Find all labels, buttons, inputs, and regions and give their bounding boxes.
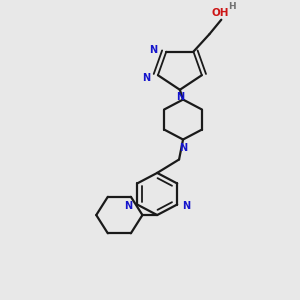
Text: N: N <box>179 142 187 152</box>
Text: N: N <box>182 201 190 211</box>
Text: OH: OH <box>212 8 229 18</box>
Text: N: N <box>149 45 158 55</box>
Text: N: N <box>142 73 150 83</box>
Text: N: N <box>124 201 133 211</box>
Text: H: H <box>228 2 236 11</box>
Text: N: N <box>176 92 184 102</box>
